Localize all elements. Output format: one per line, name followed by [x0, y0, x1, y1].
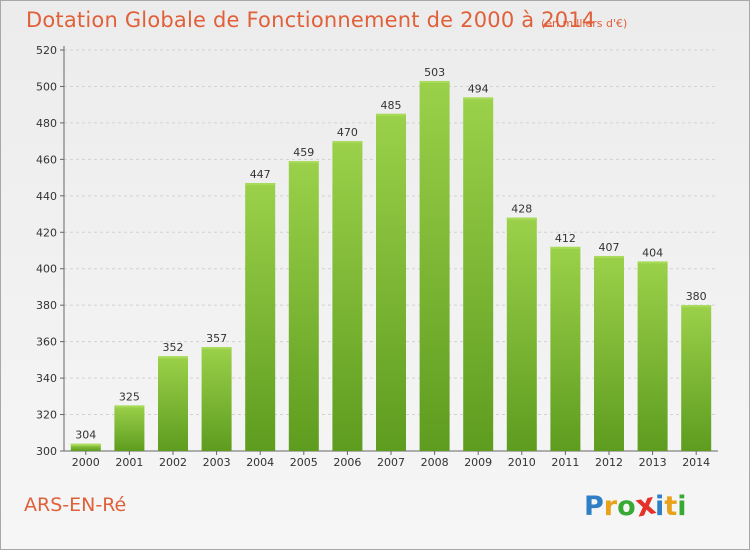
y-tick-label: 320	[36, 409, 57, 422]
bar-top-2014	[681, 305, 712, 308]
bars	[70, 80, 712, 452]
x-tick-label-2011: 2011	[551, 456, 579, 469]
value-label-2009: 494	[468, 82, 489, 95]
y-tick-label: 380	[36, 299, 57, 312]
bar-top-2013	[637, 261, 668, 264]
bar-2007	[376, 113, 406, 451]
y-tick-label: 440	[36, 190, 57, 203]
value-label-2001: 325	[119, 390, 140, 403]
x-tick-label-2014: 2014	[682, 456, 710, 469]
bar-top-2012	[594, 255, 624, 258]
value-label-2012: 407	[599, 241, 620, 254]
x-tick-label-2006: 2006	[333, 456, 361, 469]
value-label-2014: 380	[686, 290, 707, 303]
y-tick-label: 400	[36, 263, 57, 276]
x-tick-label-2003: 2003	[203, 456, 231, 469]
x-tick-label-2004: 2004	[246, 456, 274, 469]
bar-2002	[158, 356, 188, 451]
bar-2009	[463, 97, 494, 452]
bar-2001	[114, 405, 145, 451]
x-tick-label-2010: 2010	[508, 456, 536, 469]
bar-top-2009	[463, 97, 494, 100]
bar-top-2008	[419, 80, 450, 83]
y-tick-label: 300	[36, 445, 57, 458]
chart-title: Dotation Globale de Fonctionnement de 20…	[26, 8, 596, 32]
bar-2003	[201, 347, 232, 451]
bar-top-2003	[201, 347, 232, 350]
y-tick-label: 500	[36, 80, 57, 93]
bar-top-2000	[70, 443, 101, 446]
y-tick-label: 520	[36, 44, 57, 57]
y-tick-label: 420	[36, 226, 57, 239]
y-tick-label: 460	[36, 153, 57, 166]
value-label-2003: 357	[206, 332, 227, 345]
bar-top-2007	[376, 113, 406, 116]
x-tick-labels: 2000 2001 2002 2003 2004 2005 2006 2007 2008 2009…	[72, 456, 710, 469]
bar-2004	[245, 183, 276, 452]
logo-letter: t	[664, 491, 678, 522]
logo-letter: i	[677, 491, 687, 522]
bar-top-2001	[114, 405, 145, 408]
bar-2006	[332, 141, 363, 452]
logo-letter: i	[655, 491, 665, 522]
proxiti-logo: Proxiti	[584, 486, 687, 524]
logo-letter: r	[603, 491, 618, 522]
value-label-2000: 304	[75, 429, 96, 442]
x-tick-label-2008: 2008	[421, 456, 449, 469]
y-tick-labels: 300 320 340 360 380 400 420 440 460 480 500 520	[36, 44, 57, 458]
place-name: ARS-EN-Ré	[24, 494, 127, 516]
bar-top-2010	[506, 217, 537, 220]
bar-2011	[550, 246, 581, 451]
x-tick-label-2012: 2012	[595, 456, 623, 469]
bar-top-2011	[550, 246, 581, 249]
bar-2005	[288, 161, 319, 451]
x-tick-label-2001: 2001	[115, 456, 143, 469]
logo-letter: o	[617, 491, 636, 522]
x-tick-label-2005: 2005	[290, 456, 318, 469]
bar-top-2004	[245, 183, 276, 186]
value-label-2013: 404	[642, 246, 663, 259]
x-tick-label-2002: 2002	[159, 456, 187, 469]
bar-2000	[70, 443, 101, 451]
value-label-2010: 428	[511, 203, 532, 216]
value-label-2002: 352	[163, 341, 184, 354]
bar-2014	[681, 305, 712, 451]
value-label-2004: 447	[250, 168, 271, 181]
x-tick-label-2013: 2013	[639, 456, 667, 469]
bar-top-2002	[158, 356, 188, 359]
value-labels: 304 325 352 357 447 459 470 485 503 494 428 412 407 4…	[75, 66, 706, 442]
y-tick-label: 360	[36, 336, 57, 349]
value-label-2008: 503	[424, 66, 445, 79]
chart-subtitle: (en milliers d'€)	[541, 17, 628, 30]
bar-top-2005	[288, 161, 319, 164]
y-tick-label: 480	[36, 117, 57, 130]
x-tick-label-2000: 2000	[72, 456, 100, 469]
value-label-2006: 470	[337, 126, 358, 139]
bar-2008	[419, 80, 450, 452]
y-tick-label: 340	[36, 372, 57, 385]
x-tick-label-2009: 2009	[464, 456, 492, 469]
bar-top-2006	[332, 141, 363, 144]
value-label-2007: 485	[381, 99, 402, 112]
value-label-2005: 459	[293, 146, 314, 159]
bar-2013	[637, 261, 668, 451]
bar-2012	[594, 255, 624, 451]
bar-2010	[506, 217, 537, 451]
value-label-2011: 412	[555, 232, 576, 245]
logo-letter: P	[584, 491, 604, 522]
x-tick-label-2007: 2007	[377, 456, 405, 469]
